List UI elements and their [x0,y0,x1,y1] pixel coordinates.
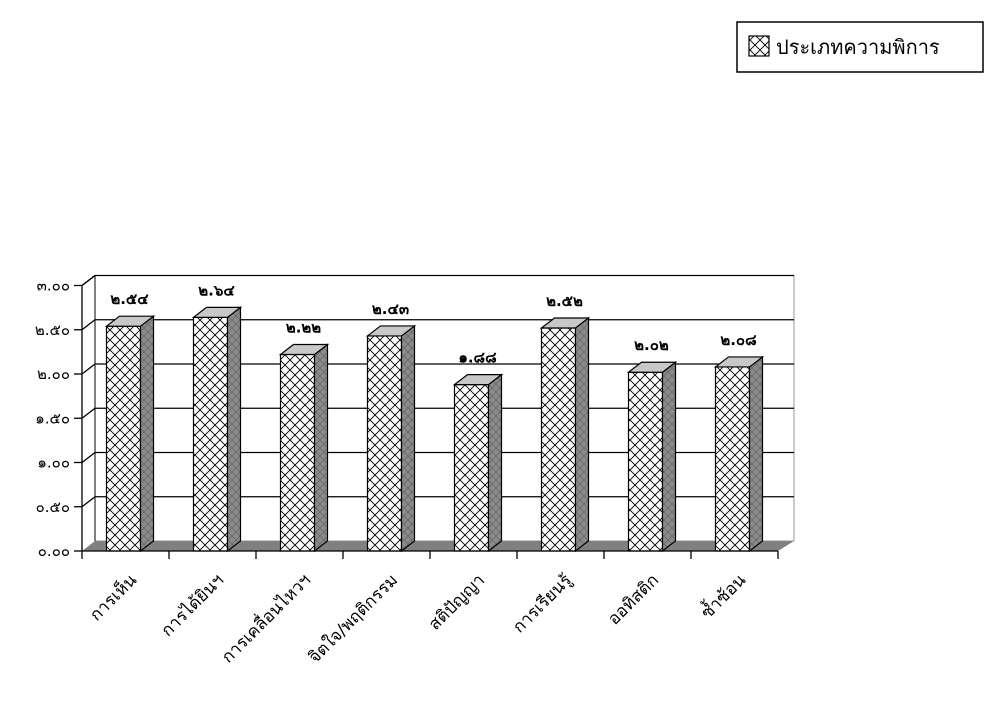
bar-side [661,361,677,553]
x-tick-label: จิตใจ/พฤติกรรม [304,570,402,668]
chart-floor [82,541,794,551]
bar [278,343,330,553]
bar-front [714,366,751,552]
legend-swatch [748,35,770,57]
data-label: ๒.๕๒ [546,292,583,310]
data-label: ๒.๐๘ [720,331,757,349]
bar-front [192,316,229,552]
bar [713,355,765,553]
y-tick-label: ๒.๕๐ [35,321,70,339]
data-label: ๒.๒๒ [286,319,321,337]
data-label: ๒.๔๓ [372,300,409,318]
legend: ประเภทความพิการ [736,21,984,73]
data-label: ๒.๖๔ [198,281,235,299]
bar [191,306,243,553]
bar-top [104,315,156,327]
data-label: ๒.๐๒ [634,336,669,354]
bar-front [540,327,577,552]
x-tick-label: การเห็น [85,569,142,626]
gridline-depth [81,496,96,508]
bar [626,361,678,553]
x-tick-label: สติปัญญา [425,570,489,634]
bar-front [453,384,490,552]
x-tick-label: การเรียนรู้ [509,570,576,637]
bar-side [574,316,590,553]
bar-side [487,373,503,553]
legend-label: ประเภทความพิการ [776,35,940,59]
gridline-depth [81,451,96,464]
y-tick-label: ๓.๐๐ [37,277,70,295]
bar-side [226,306,242,553]
bar-top [713,356,765,368]
x-tick-label: ออทิสติก [604,570,663,629]
gridline-depth [81,363,96,375]
bar-front [105,325,142,552]
bar-side [313,343,329,553]
bar-top [626,361,678,373]
bar [365,324,417,553]
bar-top [191,306,243,318]
bar-front [627,371,664,552]
y-axis-depth [81,274,96,287]
x-tick-label: การได้ยินฯ [157,570,228,641]
bar-front [279,353,316,552]
x-tick-label: ซ้ำซ้อน [695,568,750,623]
y-tick-label: ๑.๐๐ [37,454,70,472]
bar-side [748,355,764,553]
gridline-depth [81,407,96,419]
bar-side [400,324,416,553]
bar-top [452,374,504,386]
bar-top [278,343,330,356]
bar [104,314,156,553]
y-tick-label: ๐.๕๐ [36,498,70,516]
gridline-depth [81,319,96,331]
bar [452,373,504,553]
y-tick-label: ๑.๕๐ [35,409,70,427]
data-label: ๒.๕๔ [110,290,149,308]
y-tick-label: ๐.๐๐ [38,542,70,560]
y-tick-label: ๒.๐๐ [37,365,70,383]
bar-side [139,314,155,553]
bar-top [365,325,417,337]
data-label: ๑.๘๘ [458,349,497,367]
bar-top [539,317,591,329]
bar-front [366,335,403,552]
x-tick-label: การเคลื่อนไหวฯ [216,568,315,667]
legend-box [736,21,984,73]
bar [539,316,591,553]
